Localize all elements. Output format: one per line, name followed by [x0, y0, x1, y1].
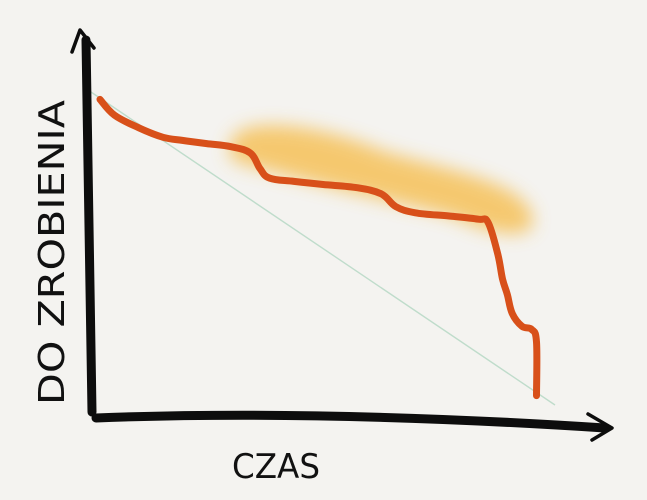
actual-line-group [96, 95, 541, 400]
highlight-band-group [229, 125, 533, 234]
y-axis-line [81, 35, 97, 417]
ideal-line [87, 89, 556, 406]
x-axis-label: CZAS [232, 447, 320, 487]
ideal-line-group [87, 89, 556, 406]
x-axis-arrowhead [586, 412, 614, 442]
x-axis-line [91, 410, 610, 433]
axes [70, 28, 614, 442]
highlight-band [229, 125, 533, 234]
y-axis-arrowhead [70, 28, 96, 54]
actual-line [96, 95, 541, 400]
y-axis-label: DO ZROBIENIA [32, 100, 73, 405]
